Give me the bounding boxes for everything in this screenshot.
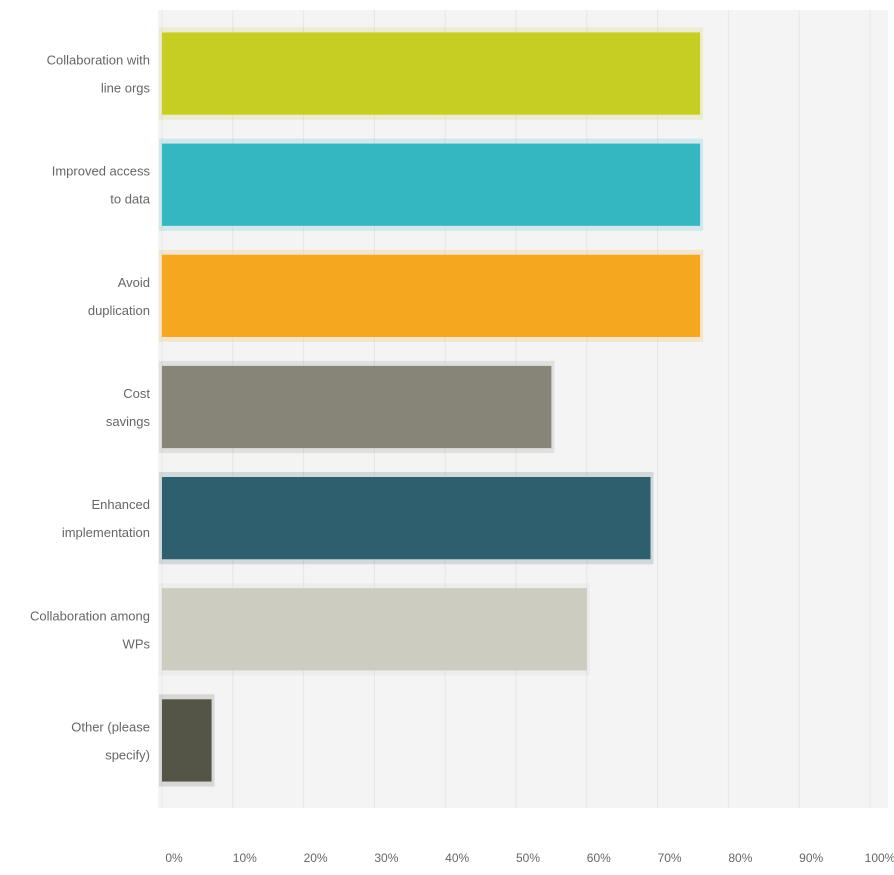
x-tick-label: 50% [516,851,540,865]
x-tick-label: 60% [587,851,611,865]
category-label: Collaboration with line orgs [47,53,151,96]
x-tick-label: 90% [799,851,823,865]
x-tick-label: 80% [728,851,752,865]
bar[interactable] [162,365,552,449]
bars [159,27,704,787]
bar[interactable] [162,699,212,782]
x-tick-label: 10% [233,851,257,865]
category-label: Cost savings [106,386,151,429]
bar[interactable] [162,143,701,226]
x-tick-label: 0% [165,851,183,865]
x-tick-label: 100% [865,851,894,865]
x-tick-label: 70% [658,851,682,865]
category-label: Enhanced implementation [62,497,150,540]
x-axis-tick-labels: 0% 10% 20% 30% 40% 50% 60% 70% 80% 90% 100% [165,851,894,865]
x-tick-label: 40% [445,851,469,865]
category-label: Improved access to data [52,164,151,207]
category-label: Other (please specify) [71,719,150,762]
category-label: Avoid duplication [88,275,150,318]
x-tick-label: 30% [374,851,398,865]
bar[interactable] [162,477,651,560]
x-tick-label: 20% [304,851,328,865]
bar[interactable] [162,32,701,115]
category-labels: Collaboration with line orgs Improved acce… [30,53,151,763]
category-label: Collaboration among WPs [30,608,150,651]
bar[interactable] [162,588,587,671]
bar[interactable] [162,254,701,337]
